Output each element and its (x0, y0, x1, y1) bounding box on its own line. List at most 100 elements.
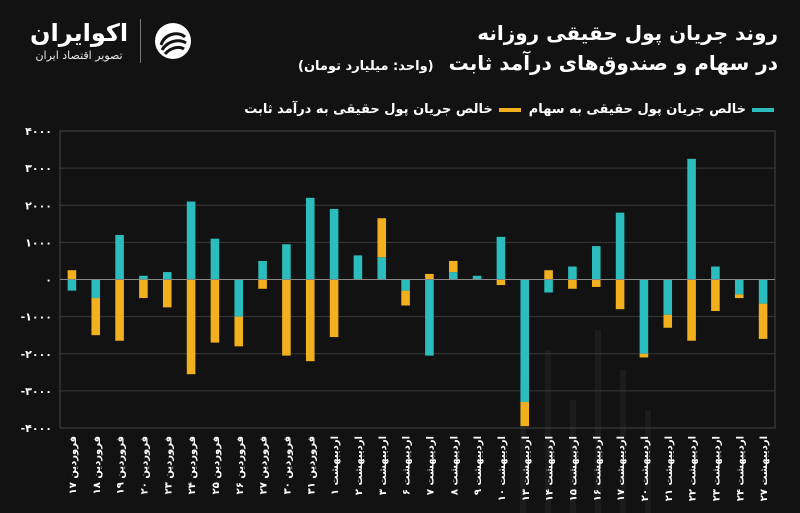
bar-stocks (305, 197, 315, 280)
title-line-2-text: در سهام و صندوق‌های درآمد ثابت (448, 51, 778, 75)
bar-stocks (329, 208, 339, 280)
title-line-1: روند جریان پول حقیقی روزانه (477, 21, 778, 45)
bar-stocks (377, 257, 387, 280)
x-tick-label: اردیبهشت ۳ (378, 436, 389, 495)
bar-fixed-income (448, 260, 458, 273)
y-tick-label: ۴۰۰۰ (25, 125, 52, 138)
legend-label-fixed-income: خالص جریان پول حقیقی به درآمد ثابت (244, 102, 493, 117)
bar-fixed-income (425, 273, 434, 280)
y-tick-label: -۴۰۰۰ (21, 422, 52, 435)
bar-fixed-income (591, 279, 601, 287)
bar-stocks (448, 272, 458, 280)
x-tick-label: فروردین ۳۱ (306, 436, 317, 494)
bar-stocks (115, 234, 124, 280)
bar-fixed-income (258, 279, 267, 289)
unit-label: (واحد: میلیارد تومان) (298, 59, 434, 74)
bar-stocks (401, 279, 410, 291)
legend-label-stocks: خالص جریان پول حقیقی به سهام (528, 102, 746, 117)
bar-stocks (353, 255, 363, 280)
brand-name: اکوایران (30, 19, 129, 47)
x-tick-label: اردیبهشت ۶ (402, 436, 413, 495)
bar-fixed-income (568, 279, 577, 289)
logo-divider (140, 19, 142, 63)
bar-fixed-income (496, 279, 506, 286)
bar-stocks (91, 279, 101, 299)
bar-stocks (234, 279, 244, 317)
x-tick-label: اردیبهشت ۱۶ (592, 436, 603, 501)
x-tick-label: اردیبهشت ۱۰ (497, 436, 508, 501)
ecoiran-logo-icon (155, 23, 192, 59)
x-tick-label: فروردین ۲۷ (259, 436, 270, 494)
bar-fixed-income (305, 279, 315, 362)
bar-fixed-income (139, 279, 148, 299)
bar-fixed-income (663, 314, 673, 328)
legend-swatch-stocks (752, 107, 774, 112)
y-tick-label: -۳۰۰۰ (21, 385, 52, 398)
bar-stocks (734, 279, 744, 295)
bar-stocks (258, 260, 267, 280)
x-tick-label: اردیبهشت ۲۲ (688, 436, 699, 501)
bar-stocks (663, 279, 673, 315)
bar-fixed-income (91, 298, 101, 336)
bar-stocks (568, 266, 577, 280)
x-tick-label: اردیبهشت ۲۷ (759, 436, 770, 501)
y-tick-label: ۲۰۰۰ (25, 199, 52, 212)
bar-stocks (425, 279, 434, 356)
x-tick-label: اردیبهشت ۱ (330, 436, 341, 495)
y-tick-label: ۰ (45, 274, 52, 287)
bar-stocks (711, 266, 720, 280)
x-tick-label: فروردین ۲۳ (163, 436, 174, 494)
bar-fixed-income (162, 279, 172, 308)
bar-fixed-income (377, 218, 387, 258)
legend-swatch-fixed-income (498, 107, 521, 112)
bar-fixed-income (234, 316, 244, 347)
bar-fixed-income (615, 279, 625, 310)
x-tick-label: اردیبهشت ۲۰ (640, 436, 651, 501)
x-tick-label: اردیبهشت ۹ (473, 436, 484, 495)
bar-stocks (282, 244, 291, 280)
bar-fixed-income (67, 270, 77, 280)
bar-stocks (639, 279, 649, 354)
bar-fixed-income (520, 402, 530, 427)
bar-stocks (687, 158, 696, 280)
x-tick-label: اردیبهشت ۲۱ (664, 436, 675, 501)
x-tick-label: اردیبهشت ۱۴ (545, 436, 556, 501)
bar-fixed-income (639, 353, 649, 358)
bar-fixed-income (544, 270, 553, 280)
legend-item-stocks: خالص جریان پول حقیقی به سهام (529, 102, 774, 117)
bar-stocks (520, 279, 530, 403)
x-tick-label: اردیبهشت ۱۳ (521, 436, 532, 501)
y-tick-label: -۲۰۰۰ (21, 348, 52, 361)
chart-legend: خالص جریان پول حقیقی به سهام خالص جریان … (236, 102, 774, 117)
bar-stocks (162, 272, 172, 280)
bar-stocks (544, 279, 553, 293)
bar-fixed-income (186, 279, 196, 375)
x-tick-label: اردیبهشت ۲۴ (735, 436, 746, 501)
x-tick-label: اردیبهشت ۱۵ (568, 436, 579, 501)
brand-tagline: تصویر اقتصاد ایران (35, 49, 123, 62)
legend-item-fixed-income: خالص جریان پول حقیقی به درآمد ثابت (244, 102, 521, 117)
x-tick-label: اردیبهشت ۸ (449, 436, 460, 495)
bar-stocks (472, 275, 482, 280)
x-tick-label: فروردین ۲۰ (139, 436, 150, 494)
title-line-2: در سهام و صندوق‌های درآمد ثابت (واحد: می… (298, 48, 778, 82)
bar-fixed-income (687, 279, 696, 341)
chart-title: روند جریان پول حقیقی روزانه در سهام و صن… (298, 18, 778, 82)
bar-stocks (186, 201, 196, 280)
bar-stocks (496, 236, 506, 280)
bar-stocks (591, 246, 601, 280)
y-tick-label: ۱۰۰۰ (25, 236, 52, 249)
x-tick-label: فروردین ۲۴ (187, 436, 198, 494)
y-tick-label: ۳۰۰۰ (25, 162, 52, 175)
brand-text: اکوایران تصویر اقتصاد ایران (30, 18, 128, 64)
bar-fixed-income (401, 290, 410, 306)
x-tick-label: فروردین ۱۹ (116, 436, 127, 494)
bar-fixed-income (758, 303, 768, 339)
x-tick-label: فروردین ۳۰ (282, 436, 293, 494)
bar-fixed-income (210, 279, 220, 343)
bar-fixed-income (115, 279, 124, 341)
bar-fixed-income (711, 279, 720, 312)
bar-stocks (758, 279, 768, 304)
x-tick-label: اردیبهشت ۱۷ (616, 436, 627, 501)
